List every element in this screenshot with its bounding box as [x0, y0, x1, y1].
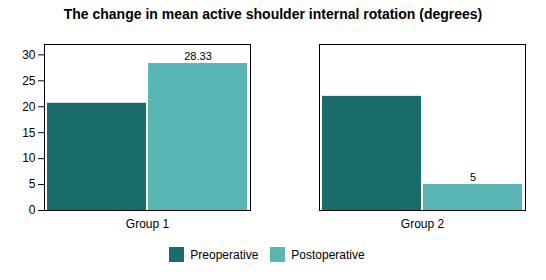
svg-text:0: 0 [29, 203, 36, 217]
svg-text:20: 20 [22, 100, 36, 114]
svg-text:Group 2: Group 2 [401, 217, 445, 231]
svg-text:5: 5 [29, 177, 36, 191]
svg-text:15: 15 [22, 126, 36, 140]
html-text:Preoperative: Preoperative [190, 247, 259, 262]
svg-text:Group 1: Group 1 [126, 217, 170, 231]
svg-text:25: 25 [22, 74, 36, 88]
svg-text:30: 30 [22, 48, 36, 62]
svg-text:5: 5 [470, 171, 476, 183]
svg-text:28.33: 28.33 [184, 50, 212, 62]
html-text:The change in mean active shou: The change in mean active shoulder inter… [63, 6, 483, 22]
svg-text:10: 10 [22, 151, 36, 165]
html-text:Postoperative: Postoperative [291, 247, 365, 262]
